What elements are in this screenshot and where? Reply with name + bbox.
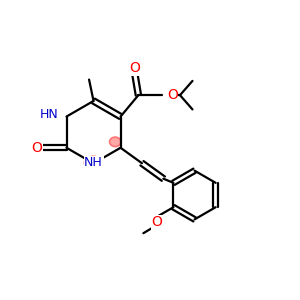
Text: HN: HN [39,108,58,121]
Ellipse shape [110,137,121,147]
Text: O: O [151,215,162,229]
Text: O: O [167,88,178,102]
Text: NH: NH [84,156,103,169]
Text: O: O [31,141,42,155]
Ellipse shape [85,157,102,169]
Text: O: O [129,61,140,75]
